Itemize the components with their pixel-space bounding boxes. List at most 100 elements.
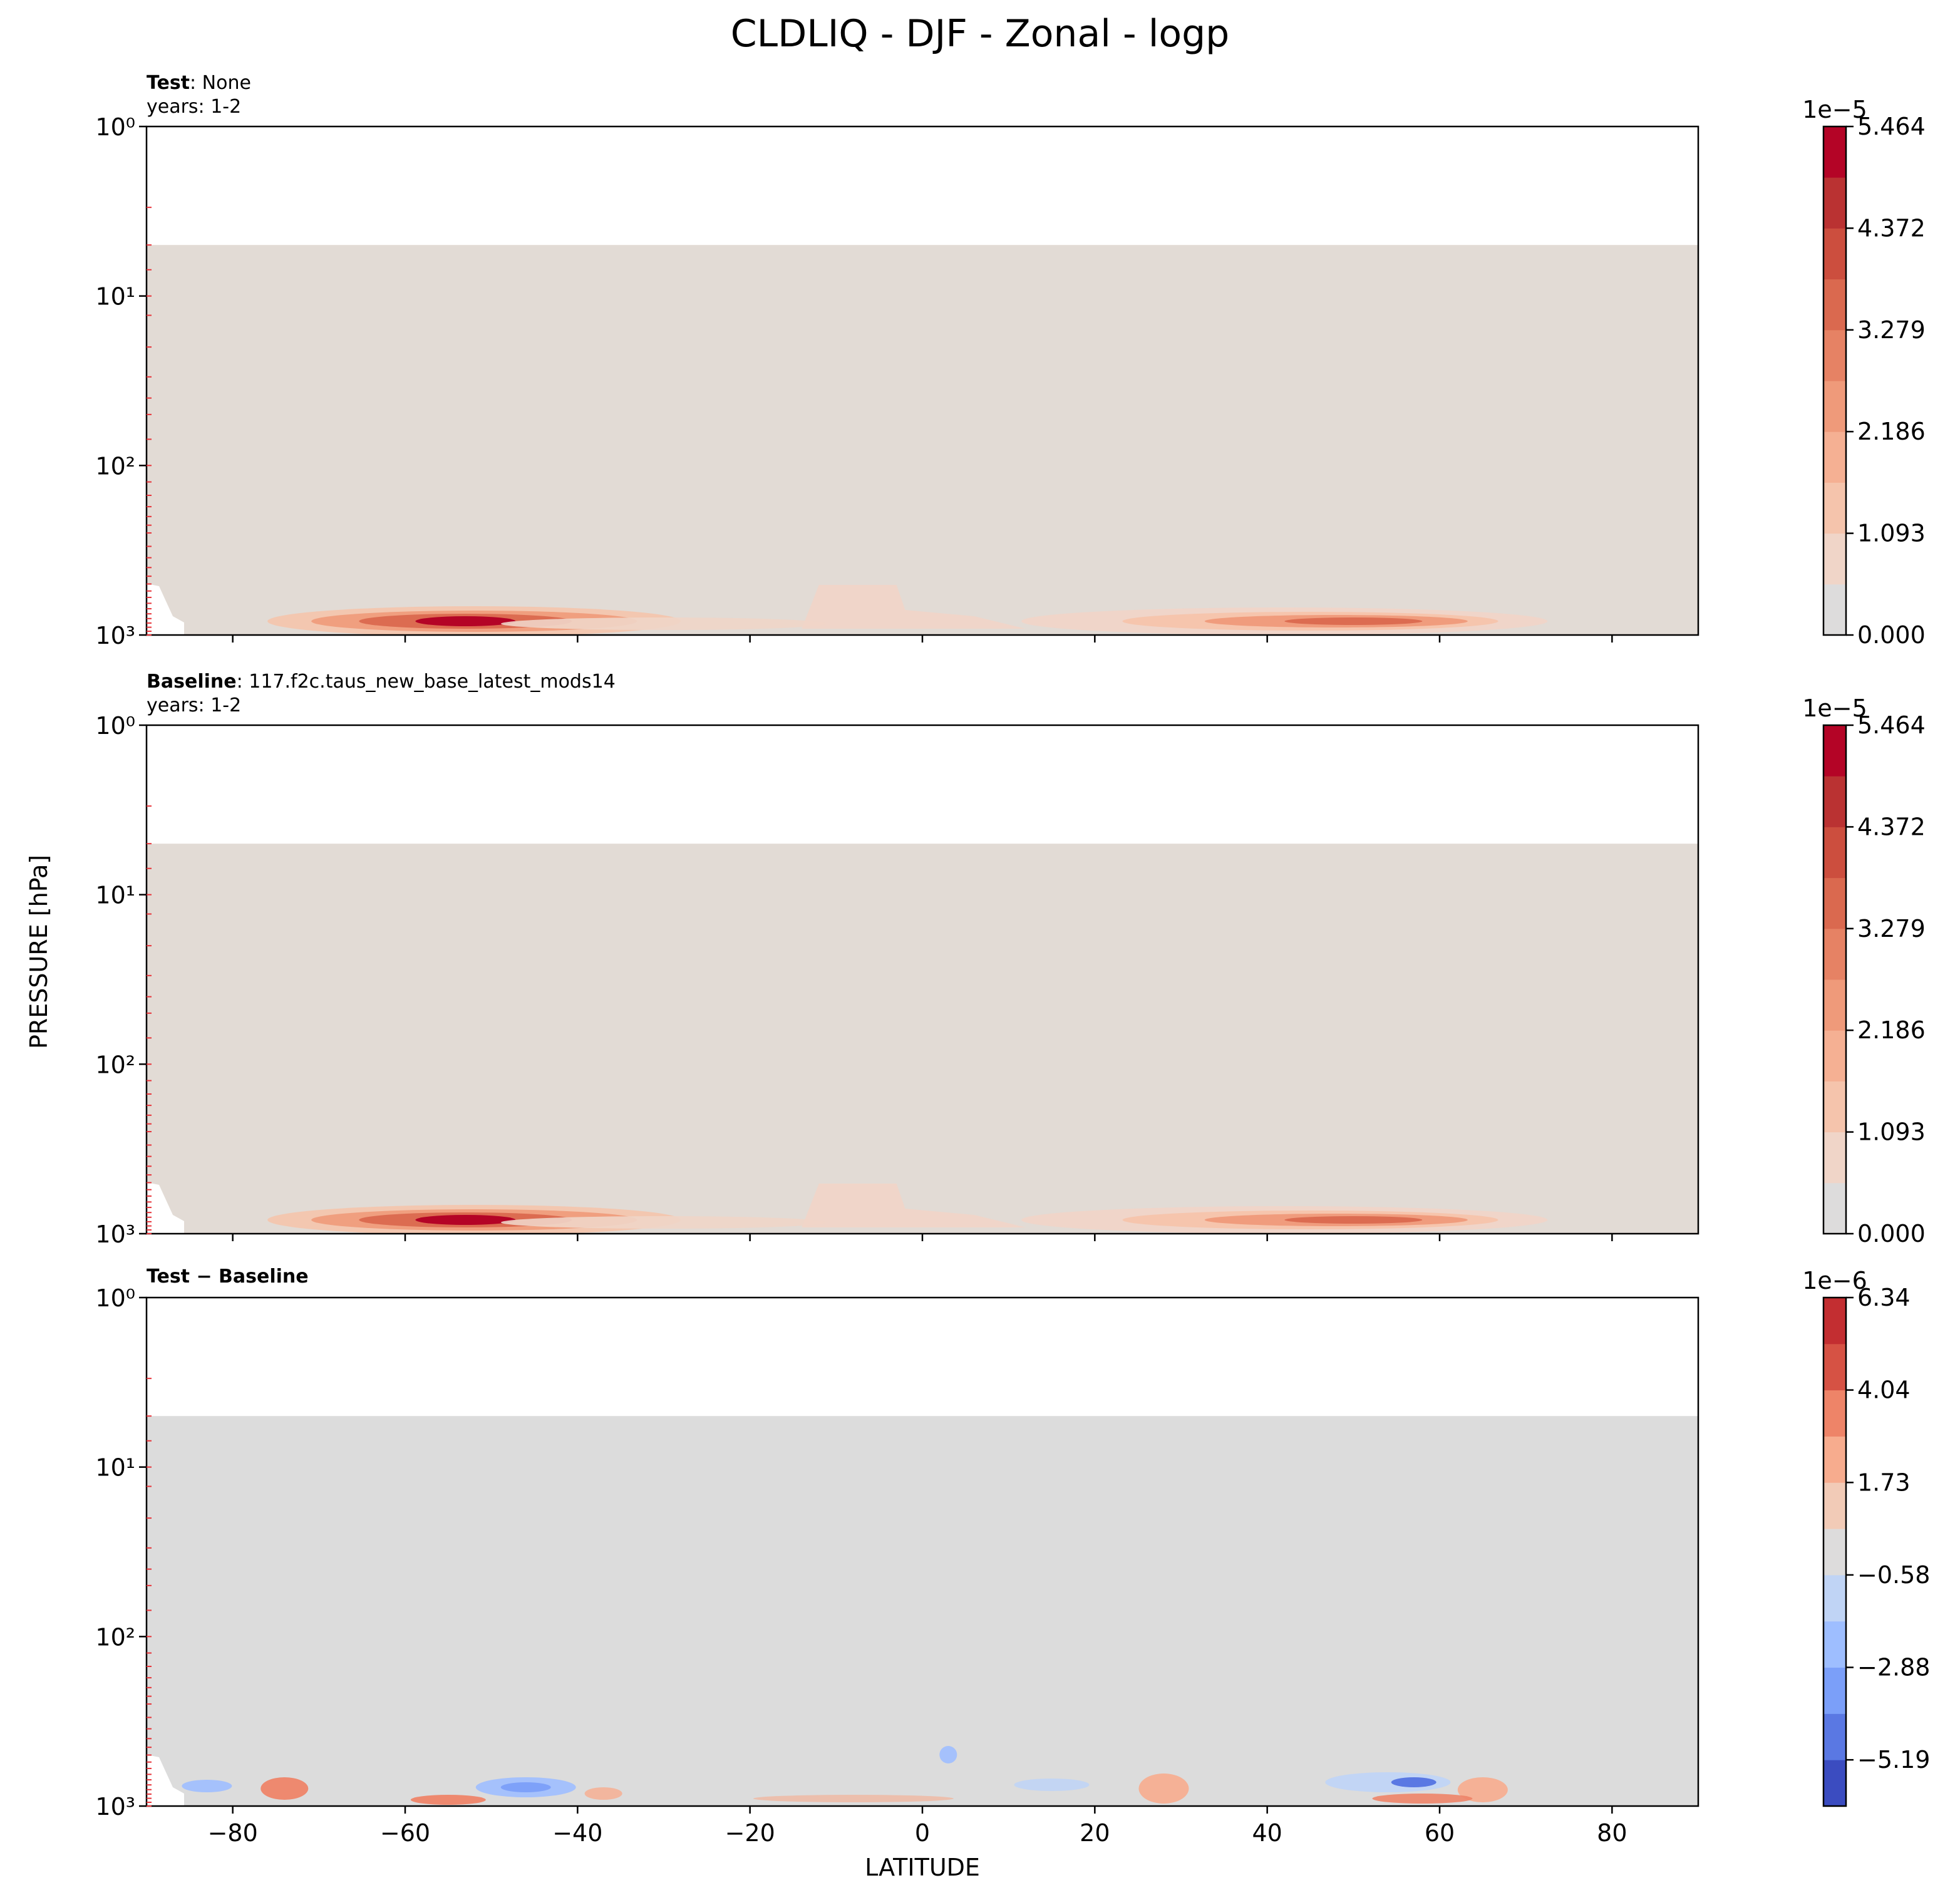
colorbar-tick-label: 6.34 (1857, 1284, 1911, 1311)
panel-difference: 10⁰ 10¹ 10² 10³ −80 −60 −40 −20 0 20 40 60 80 Test − … (95, 1266, 1930, 1847)
y-tick-label: 10¹ (95, 1454, 135, 1482)
y-tick-label: 10¹ (95, 882, 135, 909)
contour-north-core (1284, 1216, 1423, 1224)
colorbar-segment (1823, 776, 1846, 827)
x-tick-label: 0 (915, 1819, 930, 1847)
x-tick-label: −40 (552, 1819, 602, 1847)
colorbar-segment (1823, 1667, 1846, 1714)
colorbar-segment (1823, 1081, 1846, 1133)
y-tick-label: 10³ (95, 622, 135, 649)
anomaly-neg-2-core (500, 1782, 551, 1792)
colorbar-segment (1823, 725, 1846, 777)
colorbar-tick-label: −2.88 (1857, 1654, 1930, 1681)
anomaly-neg-5 (939, 1746, 957, 1763)
colorbar-segment (1823, 329, 1846, 381)
plot-area (147, 844, 1698, 1234)
colorbar-tick-label: 2.186 (1857, 1016, 1926, 1044)
colorbar-segment (1823, 1030, 1846, 1082)
colorbar-segment (1823, 877, 1846, 929)
colorbar-tick-label: 3.279 (1857, 915, 1926, 942)
colorbar-tick-label: 4.372 (1857, 214, 1926, 242)
panel-years: years: 1-2 (147, 694, 241, 716)
colorbar-tick-label: 1.093 (1857, 520, 1926, 547)
colorbar-tick-label: 5.464 (1857, 711, 1926, 739)
panel-label-bold: Baseline (147, 671, 237, 693)
colorbar-segment (1823, 381, 1846, 432)
colorbar-segment (1823, 482, 1846, 534)
figure-title: CLDLIQ - DJF - Zonal - logp (730, 12, 1230, 56)
panel-label-bold: Test (147, 72, 190, 94)
anomaly-neg-4 (1325, 1772, 1451, 1792)
y-tick-label: 10⁰ (95, 1284, 135, 1312)
colorbar-segment (1823, 1760, 1846, 1807)
contour-tropics (802, 1184, 1026, 1227)
x-axis-label: LATITUDE (865, 1854, 980, 1881)
x-tick-label: 80 (1597, 1819, 1627, 1847)
contour-south-core (415, 1215, 516, 1225)
plot-area (147, 245, 1698, 635)
colorbar-segment (1823, 827, 1846, 879)
colorbar-segment (1823, 228, 1846, 280)
x-tick-label: −80 (208, 1819, 258, 1847)
panel-label-rest: : 117.f2c.taus_new_base_latest_mods14 (237, 671, 616, 693)
colorbar-segment (1823, 1436, 1846, 1483)
anomaly-pos-2 (410, 1795, 486, 1805)
colorbar-segment (1823, 431, 1846, 483)
colorbar-frame (1822, 724, 1847, 1235)
colorbar-tick-label: −0.58 (1857, 1561, 1930, 1589)
colorbar-segment (1823, 1574, 1846, 1622)
colorbar-frame (1822, 1296, 1847, 1807)
colorbar-segment (1823, 1482, 1846, 1529)
topography-mask (147, 1182, 184, 1234)
colorbar-segment (1823, 584, 1846, 636)
colorbar-segment (1823, 1390, 1846, 1437)
colorbar-multiplier: 1e−5 (1802, 96, 1867, 123)
anomaly-pos-6 (1457, 1777, 1508, 1802)
field-background (147, 245, 1698, 635)
anomaly-pos-4 (753, 1795, 954, 1802)
panel-label: Test − Baseline (147, 1266, 309, 1288)
colorbar-segment (1823, 1621, 1846, 1668)
anomaly-pos-7 (1372, 1794, 1473, 1804)
anomaly-neg-1 (182, 1780, 232, 1792)
topography-mask (147, 1755, 184, 1806)
contour-south-tail (501, 1216, 827, 1229)
panel-years: years: 1-2 (147, 96, 241, 118)
topography-mask (147, 584, 184, 635)
anomaly-pos-3 (584, 1787, 622, 1800)
plot-area (147, 1416, 1698, 1806)
contour-south-core (415, 616, 516, 626)
colorbar-segment (1823, 1529, 1846, 1576)
panel-label: Test: None (147, 72, 251, 94)
x-tick-label: 20 (1080, 1819, 1110, 1847)
field-background (147, 844, 1698, 1234)
colorbar-tick-label: 5.464 (1857, 113, 1926, 140)
panel-label-rest: : None (190, 72, 251, 94)
colorbar-tick-label: 0.000 (1857, 1220, 1926, 1247)
colorbar-segment (1823, 1713, 1846, 1760)
colorbar-tick-label: 1.73 (1857, 1469, 1911, 1496)
panel-baseline: 10⁰ 10¹ 10² 10³ Baseline: 117.f2c.taus_new_b… (95, 671, 1925, 1248)
anomaly-neg-4-core (1391, 1777, 1436, 1787)
colorbar-tick-label: 1.093 (1857, 1118, 1926, 1146)
contour-tropics (802, 585, 1026, 629)
y-tick-label: 10¹ (95, 283, 135, 311)
colorbar-frame (1822, 125, 1847, 636)
y-tick-label: 10⁰ (95, 712, 135, 740)
colorbar-tick-label: −5.19 (1857, 1746, 1930, 1774)
colorbar-tick-label: 0.000 (1857, 621, 1926, 649)
field-background (147, 1416, 1698, 1806)
colorbar-tick-label: 3.279 (1857, 316, 1926, 344)
colorbar-segment (1823, 126, 1846, 178)
y-tick-label: 10³ (95, 1793, 135, 1820)
anomaly-neg-3 (1014, 1779, 1090, 1791)
colorbar-segment (1823, 979, 1846, 1031)
y-tick-label: 10² (95, 1051, 135, 1078)
colorbar-segment (1823, 279, 1846, 331)
colorbar-segment (1823, 928, 1846, 980)
